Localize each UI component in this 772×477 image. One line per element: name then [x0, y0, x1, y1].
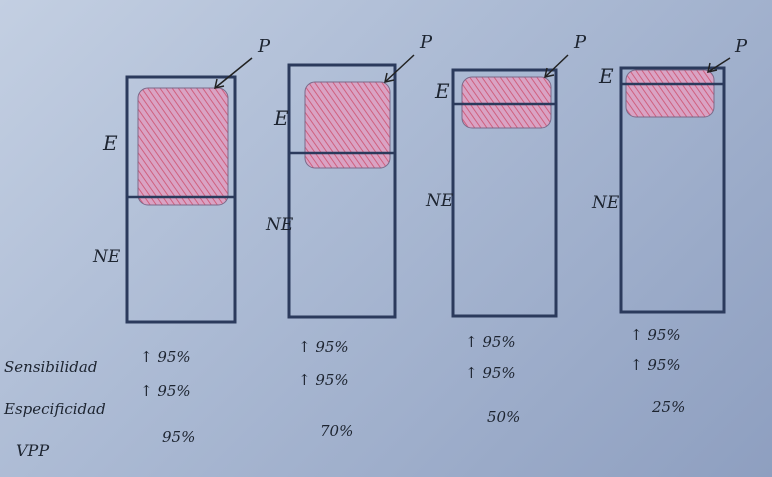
especificidad-value: ↑ 95% — [465, 364, 516, 382]
label-p: P — [573, 32, 587, 53]
row-label-sensibilidad: Sensibilidad — [4, 358, 97, 376]
vpp-value: 70% — [320, 422, 353, 440]
sensibilidad-value: ↑ 95% — [630, 326, 681, 344]
especificidad-value: ↑ 95% — [298, 371, 349, 389]
test-column-2: E NE P ↑ 95% ↑ 95% 70% — [265, 32, 433, 440]
prevalence-region — [137, 87, 229, 206]
arrowhead-icon — [544, 67, 555, 78]
row-label-vpp: VPP — [16, 441, 49, 460]
test-column-1: E NE P ↑ 95% ↑ 95% 95% — [92, 36, 271, 446]
sensibilidad-value: ↑ 95% — [298, 338, 349, 356]
sensibilidad-value: ↑ 95% — [465, 333, 516, 351]
label-ne: NE — [92, 247, 121, 267]
especificidad-value: ↑ 95% — [140, 382, 191, 400]
test-column-3: E NE P ↑ 95% ↑ 95% 50% — [425, 32, 587, 426]
arrowhead-icon — [707, 62, 718, 73]
population-box — [451, 68, 558, 318]
prevalence-region — [304, 81, 391, 169]
label-ne: NE — [591, 193, 620, 213]
arrowhead-icon — [214, 78, 225, 89]
test-column-4: E NE P ↑ 95% ↑ 95% 25% — [591, 36, 748, 416]
sensibilidad-value: ↑ 95% — [140, 348, 191, 366]
label-p: P — [734, 36, 748, 57]
arrow-icon — [544, 54, 569, 78]
population-box — [125, 75, 237, 324]
arrow-icon — [384, 54, 415, 83]
row-label-especificidad: Especificidad — [3, 400, 106, 418]
arrow-icon — [707, 57, 731, 73]
vpp-value: 95% — [162, 428, 195, 446]
label-ne: NE — [425, 191, 454, 211]
label-e: E — [434, 79, 450, 103]
vpp-value: 50% — [487, 408, 520, 426]
label-p: P — [257, 36, 271, 57]
label-e: E — [102, 131, 118, 155]
especificidad-value: ↑ 95% — [630, 356, 681, 374]
label-p: P — [419, 32, 433, 53]
prevalence-region — [461, 76, 552, 129]
prevalence-region — [625, 69, 715, 118]
vpp-value: 25% — [651, 398, 685, 416]
arrowhead-icon — [384, 72, 395, 83]
arrow-icon — [214, 57, 253, 89]
label-e: E — [273, 106, 289, 130]
population-box — [619, 66, 726, 314]
label-ne: NE — [265, 215, 294, 235]
population-box — [287, 63, 397, 319]
label-e: E — [598, 64, 614, 88]
